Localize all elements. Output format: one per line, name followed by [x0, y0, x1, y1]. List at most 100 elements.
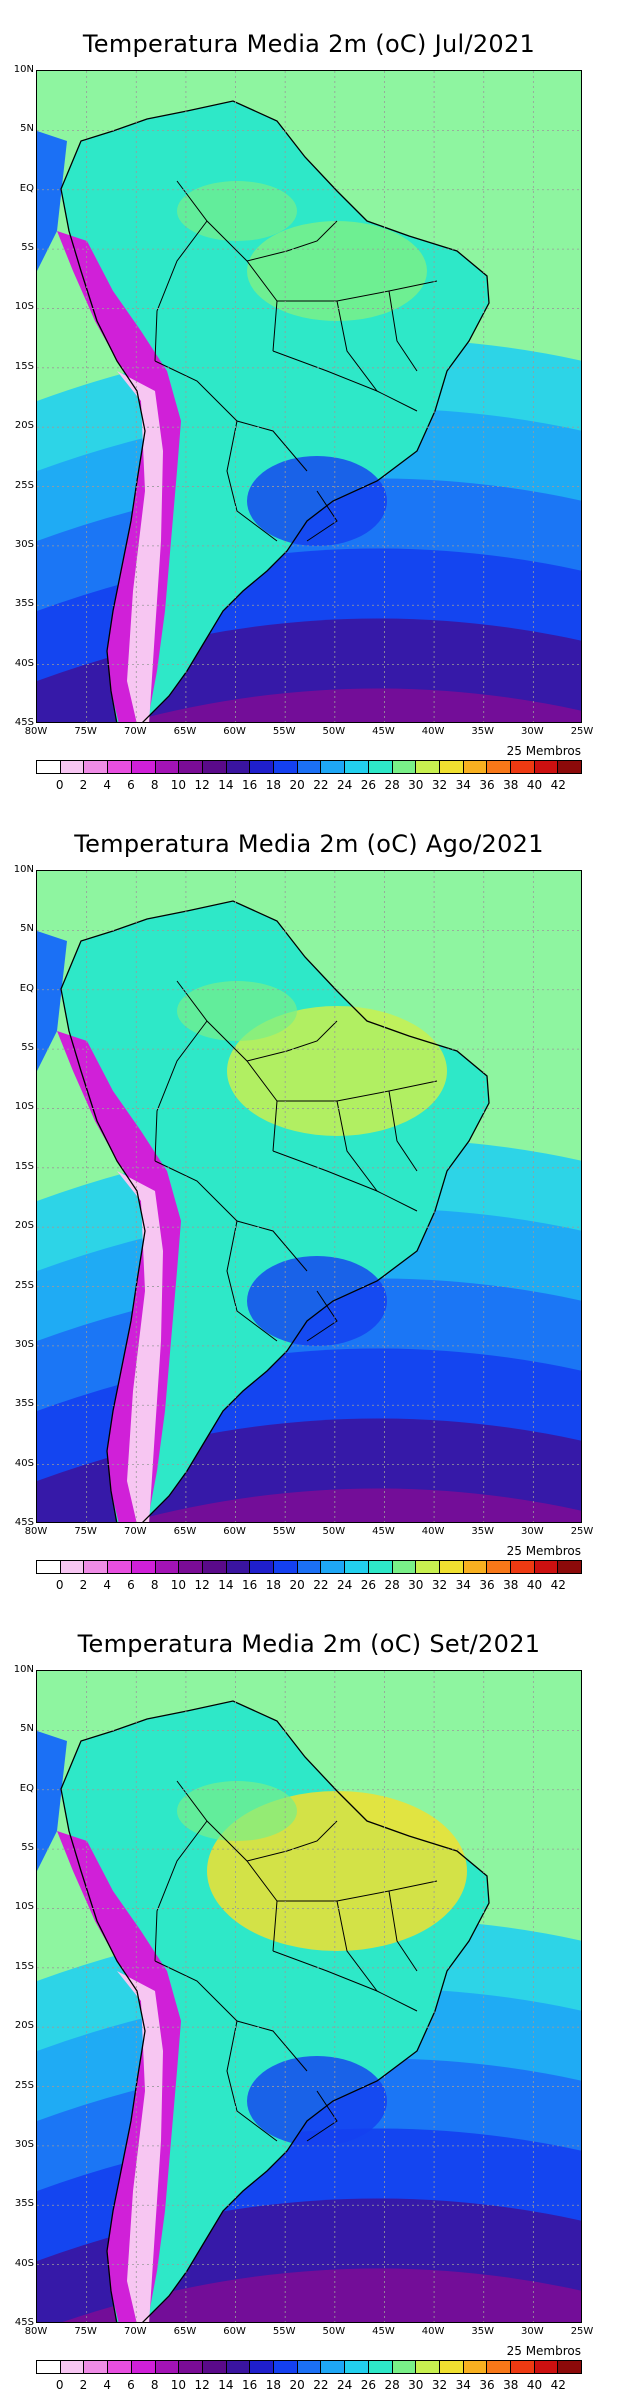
country-border: [226, 1220, 278, 1342]
lon-tick-label: 55W: [272, 1526, 296, 1537]
colorbar-swatch: [345, 761, 369, 773]
colorbar-swatch: [534, 2361, 559, 2373]
lat-tick-label: 45S: [14, 2317, 34, 2328]
lon-tick-label: 30W: [521, 726, 544, 737]
lat-tick-label: 5S: [21, 1842, 34, 1854]
lat-tick-label: 5N: [20, 923, 34, 935]
colorbar-tick-label: 0: [55, 1578, 64, 1592]
colorbar-tick-label: 38: [503, 1578, 519, 1592]
colorbar-swatch: [487, 2361, 512, 2373]
colorbar-tick-label: 36: [479, 1578, 495, 1592]
colorbar-swatch: [179, 761, 203, 773]
map-panel: Temperatura Media 2m (oC) Set/2021 10N 5N E…: [0, 1600, 618, 2400]
colorbar-tick-label: 10: [170, 2378, 187, 2392]
lon-tick-label: 35W: [471, 1526, 495, 1537]
lat-tick-label: 5S: [21, 242, 34, 254]
country-border: [246, 1820, 338, 1862]
temperature-map: [36, 70, 582, 723]
country-border: [226, 2020, 278, 2142]
lat-tick-label: 30S: [14, 1338, 34, 1350]
lat-tick-label: EQ: [19, 182, 34, 194]
country-border: [154, 1820, 208, 1962]
colorbar-tick-label: 8: [150, 1578, 159, 1592]
colorbar-swatch: [321, 1561, 346, 1573]
colorbar-tick-label: 10: [170, 778, 187, 792]
colorbar-swatch: [439, 761, 464, 773]
colorbar-swatch: [37, 761, 61, 773]
colorbar-swatch: [108, 1561, 132, 1573]
lon-tick-label: 80W: [24, 2326, 48, 2337]
lat-tick-label: 25S: [14, 1279, 34, 1291]
colorbar-tick-label: 40: [526, 1578, 543, 1592]
colorbar-tick-label: 24: [336, 1578, 353, 1592]
colorbar-tick-label: 30: [408, 1578, 424, 1592]
colorbar-swatch: [321, 761, 346, 773]
colorbar-tick-label: 42: [550, 778, 566, 792]
country-border: [306, 490, 338, 542]
panel-title: Temperatura Media 2m (oC) Set/2021: [77, 1630, 541, 1658]
lon-tick-label: 50W: [322, 1526, 346, 1537]
lat-tick-label: 10N: [13, 1664, 34, 1675]
lon-tick-label: 45W: [372, 1526, 395, 1537]
coastline: [60, 900, 490, 1522]
colorbar-swatch: [131, 1561, 156, 1573]
lat-tick-label: 40S: [14, 2257, 34, 2269]
lat-tick-label: 5N: [20, 123, 34, 135]
members-label: 25 Membros: [506, 744, 581, 758]
colorbar-swatch: [345, 1561, 369, 1573]
country-border: [336, 300, 378, 392]
colorbar-tick-label: 30: [408, 2378, 424, 2392]
country-border: [226, 420, 278, 542]
colorbar-tick-label: 32: [431, 778, 448, 792]
lon-tick-label: 65W: [173, 2326, 197, 2337]
colorbar-tick-label: 40: [526, 778, 543, 792]
lon-tick-label: 30W: [521, 2326, 544, 2337]
lat-tick-label: 5S: [21, 1042, 34, 1054]
country-border: [336, 1100, 378, 1192]
colorbar-tick-label: 34: [455, 2378, 471, 2392]
colorbar-swatch: [250, 761, 275, 773]
lon-tick-label: 70W: [123, 1526, 147, 1537]
colorbar-swatch: [226, 2361, 251, 2373]
colorbar-swatch: [226, 1561, 251, 1573]
colorbar-swatch: [202, 761, 227, 773]
lat-tick-label: 10S: [14, 1901, 34, 1913]
colorbar-swatch: [155, 761, 180, 773]
colorbar-tick-label: 0: [55, 778, 64, 792]
colorbar-swatch: [558, 1561, 582, 1573]
colorbar: [36, 1560, 582, 1574]
colorbar-swatch: [511, 1561, 535, 1573]
colorbar: [36, 2360, 582, 2374]
country-border: [306, 2090, 338, 2142]
lon-tick-label: 60W: [223, 726, 246, 737]
lon-tick-label: 45W: [372, 2326, 395, 2337]
country-border: [246, 220, 338, 262]
colorbar-swatch: [439, 1561, 464, 1573]
colorbar-tick-label: 26: [360, 2378, 376, 2392]
country-border: [306, 1290, 338, 1342]
colorbar-swatch: [84, 1561, 109, 1573]
lat-tick-label: 15S: [14, 1960, 34, 1972]
colorbar-swatch: [274, 761, 298, 773]
lat-tick-label: 40S: [14, 1457, 34, 1469]
lon-tick-label: 40W: [421, 726, 445, 737]
colorbar-swatch: [60, 761, 85, 773]
colorbar-tick-label: 32: [431, 2378, 448, 2392]
lon-tick-label: 55W: [272, 2326, 296, 2337]
lat-tick-label: 20S: [14, 420, 34, 432]
lon-tick-label: 60W: [223, 1526, 246, 1537]
colorbar-tick-label: 16: [242, 1578, 258, 1592]
lat-tick-label: 45S: [14, 1517, 34, 1528]
colorbar-swatch: [463, 2361, 488, 2373]
colorbar-swatch: [416, 2361, 440, 2373]
colorbar-tick-label: 34: [455, 1578, 471, 1592]
lat-tick-label: 40S: [14, 657, 34, 669]
colorbar-swatch: [297, 2361, 322, 2373]
lat-tick-label: 25S: [14, 479, 34, 491]
lon-tick-label: 40W: [421, 1526, 445, 1537]
colorbar-swatch: [392, 2361, 417, 2373]
colorbar-swatch: [179, 2361, 203, 2373]
colorbar-swatch: [345, 2361, 369, 2373]
panel-title: Temperatura Media 2m (oC) Ago/2021: [74, 830, 544, 858]
colorbar-swatch: [60, 2361, 85, 2373]
